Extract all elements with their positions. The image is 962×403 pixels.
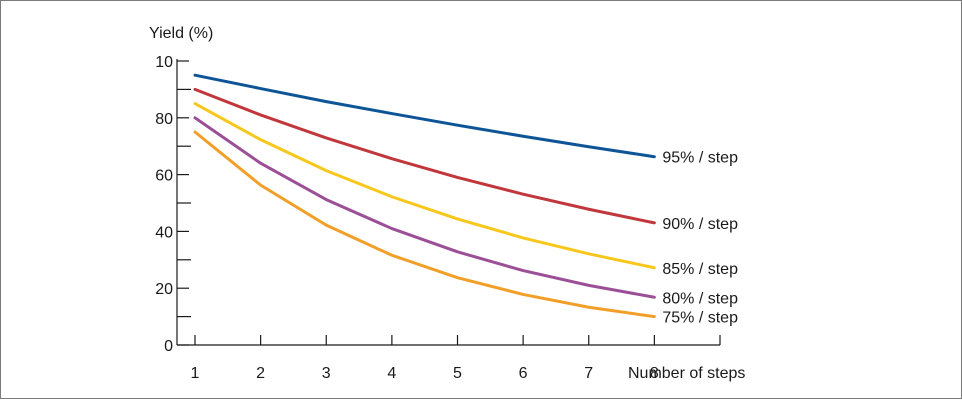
x-tick-label: 6	[519, 365, 528, 382]
x-tick-label: 5	[453, 365, 462, 382]
series-label: 90% / step	[662, 216, 738, 233]
y-tick-label: 0	[164, 338, 173, 355]
x-tick-label: 1	[191, 365, 200, 382]
labels-group: 95% / step 90% / step 85% / step 80% / step…	[662, 150, 738, 327]
y-tick-label: 80	[155, 111, 173, 128]
x-tick-label: 4	[387, 365, 396, 382]
series-label: 95% / step	[662, 150, 738, 167]
series-label: 80% / step	[662, 290, 738, 307]
y-tick-label: 20	[155, 281, 173, 298]
y-axis-title: Yield (%)	[149, 25, 213, 42]
x-tick-label: 3	[322, 365, 331, 382]
series-line-75-step	[195, 132, 654, 317]
x-tick-label: 2	[256, 365, 265, 382]
y-tick-label: 60	[155, 168, 173, 185]
series-line-90-step	[195, 89, 654, 222]
series-group	[195, 75, 654, 316]
x-tick-label: 7	[584, 365, 593, 382]
series-label: 85% / step	[662, 261, 738, 278]
x-axis-title: Number of steps	[628, 365, 745, 382]
series-label: 75% / step	[662, 310, 738, 327]
y-tick-label: 10	[155, 54, 173, 71]
y-tick-label: 40	[155, 224, 173, 241]
